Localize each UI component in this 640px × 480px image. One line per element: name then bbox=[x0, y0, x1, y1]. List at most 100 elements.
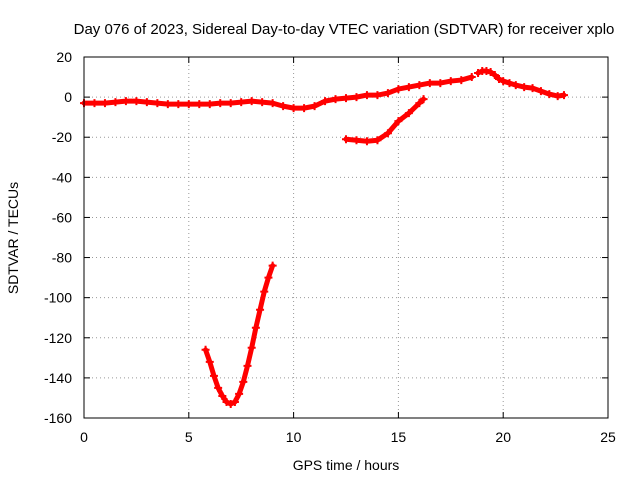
data-point bbox=[331, 95, 340, 104]
y-axis-label: SDTVAR / TECUs bbox=[5, 182, 21, 294]
data-point bbox=[251, 323, 260, 332]
data-point bbox=[247, 97, 256, 106]
x-tick-label: 5 bbox=[185, 429, 193, 445]
data-point bbox=[415, 81, 424, 90]
data-point bbox=[474, 69, 483, 78]
y-tick-label: -140 bbox=[44, 370, 72, 386]
data-point bbox=[352, 136, 361, 145]
data-point bbox=[121, 97, 130, 106]
x-tick-label: 0 bbox=[80, 429, 88, 445]
y-tick-label: 20 bbox=[56, 49, 72, 65]
data-point bbox=[310, 102, 319, 111]
x-tick-label: 20 bbox=[495, 429, 511, 445]
series-mid-arc bbox=[342, 95, 428, 146]
data-point bbox=[226, 99, 235, 108]
data-point bbox=[528, 84, 537, 93]
data-point bbox=[268, 261, 277, 270]
data-point bbox=[174, 100, 183, 109]
data-point bbox=[289, 104, 298, 113]
data-point bbox=[425, 79, 434, 88]
data-point bbox=[511, 81, 520, 90]
data-point bbox=[205, 100, 214, 109]
data-point bbox=[342, 94, 350, 103]
data-point bbox=[205, 357, 214, 366]
data-point bbox=[505, 79, 514, 88]
data-point bbox=[467, 73, 476, 82]
data-point bbox=[142, 98, 151, 107]
data-point bbox=[499, 77, 508, 86]
data-point bbox=[536, 87, 545, 96]
data-point bbox=[201, 345, 210, 354]
data-point bbox=[153, 99, 162, 108]
series-line bbox=[203, 263, 276, 407]
y-tick-label: 0 bbox=[64, 89, 72, 105]
data-point bbox=[243, 361, 252, 370]
data-point bbox=[321, 97, 330, 106]
axis-ticks: 0 5 10 15 20 25 20 0 -20 -40 -60 -80 -100 -120 -140 -16… bbox=[44, 49, 616, 445]
y-tick-label: -40 bbox=[52, 169, 72, 185]
data-point bbox=[300, 104, 309, 113]
data-point bbox=[260, 287, 269, 296]
data-point bbox=[559, 91, 568, 100]
data-point bbox=[495, 75, 504, 84]
plot-frame bbox=[83, 56, 609, 419]
data-point bbox=[239, 377, 248, 386]
data-point bbox=[486, 68, 495, 77]
data-point bbox=[218, 391, 227, 400]
y-tick-label: -20 bbox=[52, 129, 72, 145]
x-tick-label: 10 bbox=[286, 429, 302, 445]
data-point bbox=[216, 99, 225, 108]
data-point bbox=[226, 399, 235, 408]
data-point bbox=[373, 91, 382, 100]
data-point bbox=[235, 389, 244, 398]
data-point bbox=[373, 136, 382, 145]
data-point bbox=[90, 99, 99, 108]
data-point bbox=[482, 67, 491, 76]
data-point bbox=[258, 98, 267, 107]
y-tick-label: -120 bbox=[44, 330, 72, 346]
series-line bbox=[81, 74, 475, 111]
data-point bbox=[394, 85, 403, 94]
grid-lines bbox=[84, 57, 608, 418]
chart-title: Day 076 of 2023, Sidereal Day-to-day VTE… bbox=[74, 21, 615, 38]
data-point bbox=[111, 98, 120, 107]
y-tick-label: -60 bbox=[52, 209, 72, 225]
data-point bbox=[362, 91, 371, 100]
data-point bbox=[268, 99, 277, 108]
series-line bbox=[343, 96, 427, 144]
data-point bbox=[545, 90, 554, 99]
data-point bbox=[195, 100, 204, 109]
data-point bbox=[163, 100, 172, 109]
data-point bbox=[100, 99, 109, 108]
data-point bbox=[342, 135, 350, 144]
data-point bbox=[256, 305, 265, 314]
series-late-segment bbox=[474, 67, 568, 101]
data-point bbox=[553, 92, 562, 101]
data-point bbox=[214, 383, 223, 392]
x-tick-label: 25 bbox=[600, 429, 616, 445]
data-point bbox=[394, 117, 403, 126]
data-point bbox=[222, 397, 231, 406]
data-point bbox=[230, 397, 239, 406]
data-point bbox=[352, 93, 361, 102]
y-tick-label: -80 bbox=[52, 250, 72, 266]
data-point bbox=[383, 89, 392, 98]
data-point bbox=[362, 137, 371, 146]
data-point bbox=[404, 83, 413, 92]
data-point bbox=[383, 129, 392, 138]
data-point bbox=[404, 109, 413, 118]
data-point bbox=[264, 273, 273, 282]
x-tick-label: 15 bbox=[391, 429, 407, 445]
data-point bbox=[520, 83, 529, 92]
y-tick-label: -160 bbox=[44, 410, 72, 426]
data-point bbox=[279, 102, 288, 111]
data-point bbox=[132, 97, 141, 106]
data-point bbox=[184, 100, 193, 109]
series-deep-dip bbox=[201, 261, 277, 408]
data-point bbox=[237, 98, 246, 107]
data-point bbox=[457, 76, 466, 85]
y-tick-label: -100 bbox=[44, 290, 72, 306]
data-point bbox=[436, 79, 445, 88]
data-point bbox=[446, 77, 455, 86]
